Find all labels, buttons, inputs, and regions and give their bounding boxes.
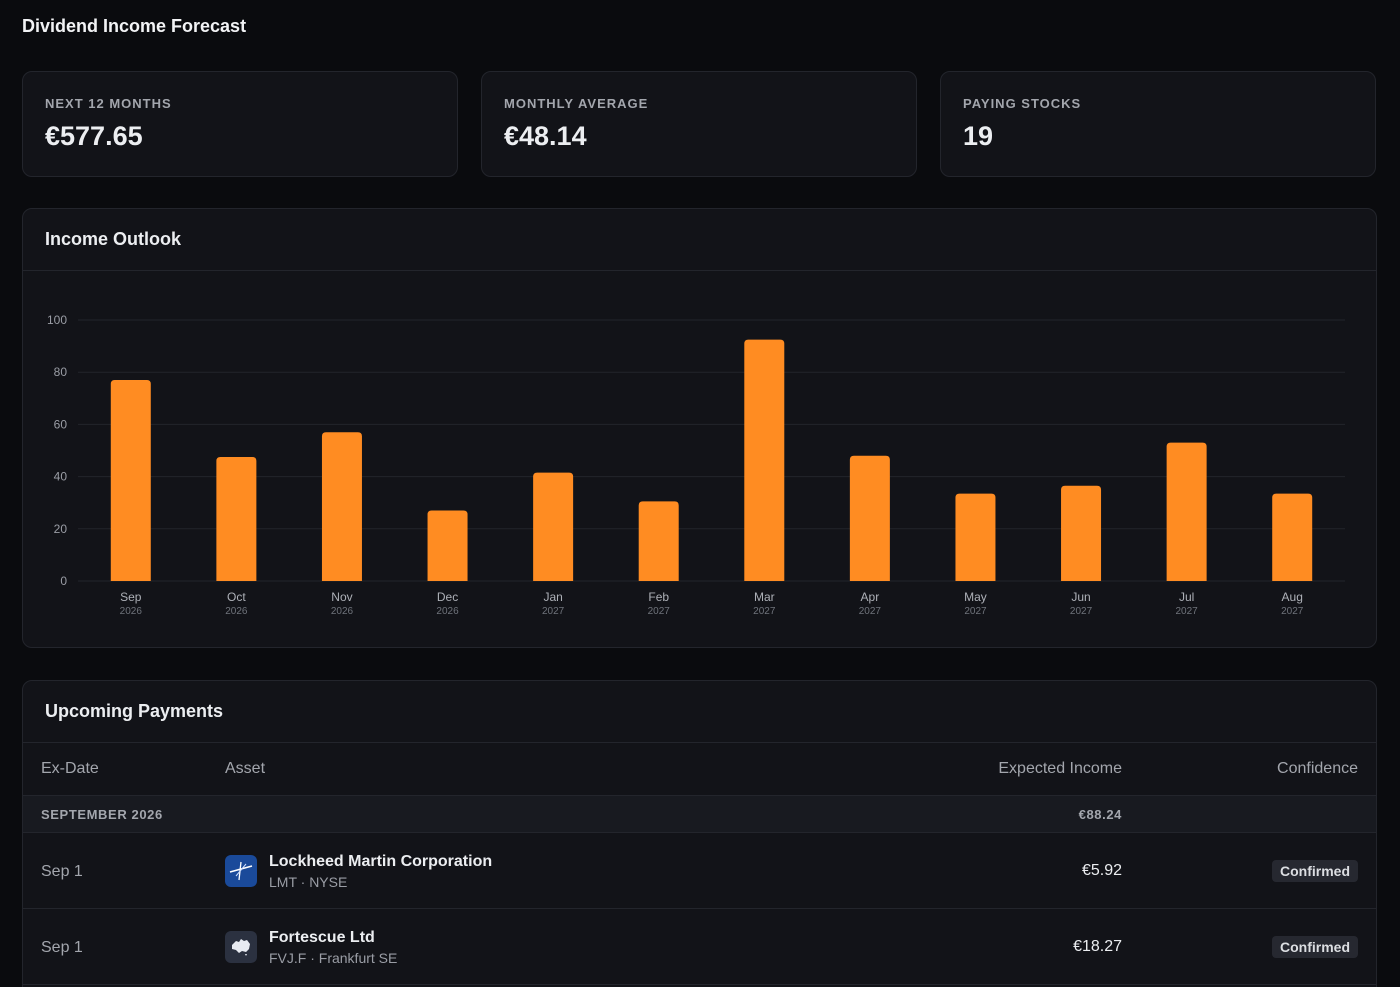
bar-aug[interactable] [1272, 493, 1313, 581]
x-tick-label: Nov [331, 590, 352, 604]
x-tick-year-label: 2027 [542, 606, 565, 617]
row-ex-date: Sep 1 [41, 939, 83, 956]
y-tick-label: 100 [47, 313, 67, 327]
bar-jun[interactable] [1061, 485, 1102, 581]
row-expected-income: €5.92 [1081, 862, 1122, 879]
income-outlook-chart: 0 20 40 60 80 100 Sep 2026 Oct 2026 Nov 2026 Dec 2026… [47, 313, 1345, 617]
x-tick-year-label: 2027 [753, 606, 776, 617]
table-row[interactable]: Sep 1 Lockheed Martin Corporation LMT · … [23, 833, 1376, 909]
x-tick-year-label: 2027 [1070, 606, 1093, 617]
x-tick-year-label: 2027 [1176, 606, 1199, 617]
bar-feb[interactable] [638, 501, 679, 581]
bar-may[interactable] [955, 493, 996, 581]
x-tick-year-label: 2027 [859, 606, 882, 617]
x-tick-year-label: 2027 [964, 606, 987, 617]
y-tick-label: 60 [54, 417, 68, 431]
bar-jan[interactable] [533, 472, 574, 581]
confidence-badge: Confirmed [1272, 860, 1358, 882]
y-tick-label: 80 [54, 365, 68, 379]
column-header-asset[interactable]: Asset [225, 760, 266, 777]
bar-dec[interactable] [427, 510, 468, 581]
stat-card-paying-stocks: PAYING STOCKS 19 [940, 71, 1376, 177]
column-header-ex-date[interactable]: Ex-Date [41, 760, 99, 777]
upcoming-payments-title: Upcoming Payments [23, 681, 1376, 743]
y-tick-label: 40 [54, 470, 68, 484]
row-ex-date: Sep 1 [41, 863, 83, 880]
lockheed-star-icon [225, 855, 257, 887]
table-header: Ex-Date Asset Expected Income Confidence [23, 743, 1376, 796]
row-asset-ticker: LMT · NYSE [269, 874, 348, 890]
table-row[interactable]: Sep 1 Fortescue Ltd FVJ.F · Frankfurt SE… [23, 909, 1376, 985]
x-tick-year-label: 2026 [331, 606, 354, 617]
x-tick-label: Sep [120, 590, 142, 604]
row-asset-ticker: FVJ.F · Frankfurt SE [269, 950, 398, 966]
confidence-badge: Confirmed [1272, 936, 1358, 958]
stat-card-monthly-average: MONTHLY AVERAGE €48.14 [481, 71, 917, 177]
row-asset-name: Lockheed Martin Corporation [269, 853, 493, 870]
x-tick-label: Feb [648, 590, 669, 604]
income-outlook-panel: Income Outlook 0 20 40 60 80 100 Sep 2026 Oct 202… [22, 208, 1377, 648]
x-tick-year-label: 2026 [225, 606, 248, 617]
x-tick-label: Dec [437, 590, 458, 604]
bar-oct[interactable] [216, 457, 257, 581]
upcoming-payments-panel: Upcoming Payments Ex-Date Asset Expected… [22, 680, 1377, 987]
x-tick-year-label: 2027 [648, 606, 671, 617]
x-tick-label: Mar [754, 590, 775, 604]
income-outlook-title: Income Outlook [23, 209, 1376, 271]
stat-value: €577.65 [45, 121, 143, 151]
stat-label: MONTHLY AVERAGE [504, 96, 649, 111]
group-total: €88.24 [1078, 807, 1122, 822]
x-tick-label: Aug [1282, 590, 1303, 604]
x-tick-label: Jan [543, 590, 562, 604]
x-tick-year-label: 2027 [1281, 606, 1304, 617]
bar-mar[interactable] [744, 339, 785, 581]
bar-apr[interactable] [849, 455, 890, 581]
x-tick-label: Oct [227, 590, 246, 604]
stat-value: €48.14 [504, 121, 587, 151]
bar-jul[interactable] [1166, 442, 1207, 581]
x-tick-year-label: 2026 [120, 606, 143, 617]
column-header-confidence[interactable]: Confidence [1277, 760, 1358, 777]
x-tick-year-label: 2026 [436, 606, 459, 617]
australia-map-icon [225, 931, 257, 963]
bar-sep[interactable] [110, 380, 151, 581]
group-row-september-2026[interactable]: SEPTEMBER 2026 €88.24 [23, 796, 1376, 833]
page-title: Dividend Income Forecast [22, 16, 247, 36]
y-tick-label: 20 [54, 522, 68, 536]
column-header-expected-income[interactable]: Expected Income [998, 760, 1122, 777]
x-tick-label: Jul [1179, 590, 1194, 604]
group-label: SEPTEMBER 2026 [41, 807, 163, 822]
stat-value: 19 [963, 121, 994, 151]
row-asset-name: Fortescue Ltd [269, 929, 375, 946]
stat-label: PAYING STOCKS [963, 96, 1082, 111]
stat-label: NEXT 12 MONTHS [45, 96, 172, 111]
x-tick-label: Jun [1071, 590, 1090, 604]
stat-card-next-12-months: NEXT 12 MONTHS €577.65 [22, 71, 458, 177]
bar-nov[interactable] [321, 432, 362, 581]
row-expected-income: €18.27 [1073, 938, 1122, 955]
y-tick-label: 0 [60, 574, 67, 588]
x-tick-label: Apr [861, 590, 880, 604]
x-tick-label: May [964, 590, 987, 604]
